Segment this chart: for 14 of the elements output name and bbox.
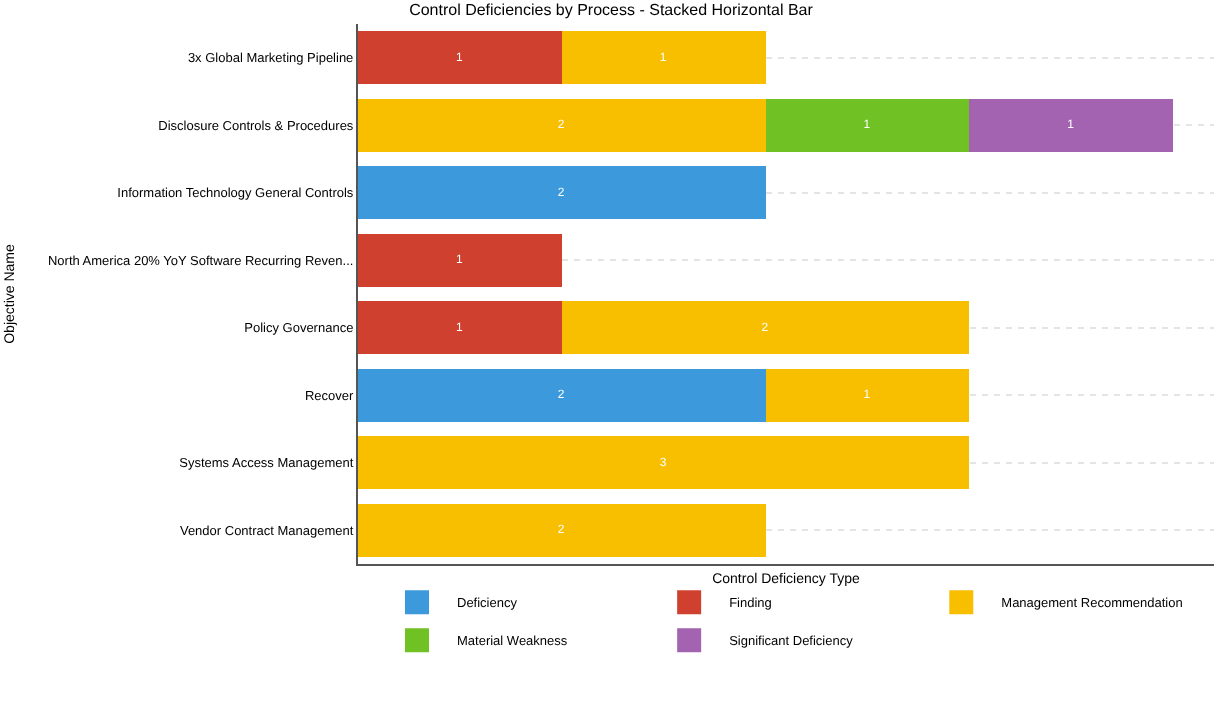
bar [358,503,766,557]
bar [358,436,970,490]
bar [969,98,1174,152]
bar [765,98,970,152]
bar [765,368,970,422]
bar [358,98,766,152]
bar [358,301,562,355]
bar [561,31,766,85]
bar [561,301,970,355]
bar [358,368,766,422]
chart-title: Control Deficiencies by Process - Stacked Horizontal Bar [409,0,814,19]
bar [358,233,562,287]
bar [358,166,766,220]
bar [358,31,562,85]
